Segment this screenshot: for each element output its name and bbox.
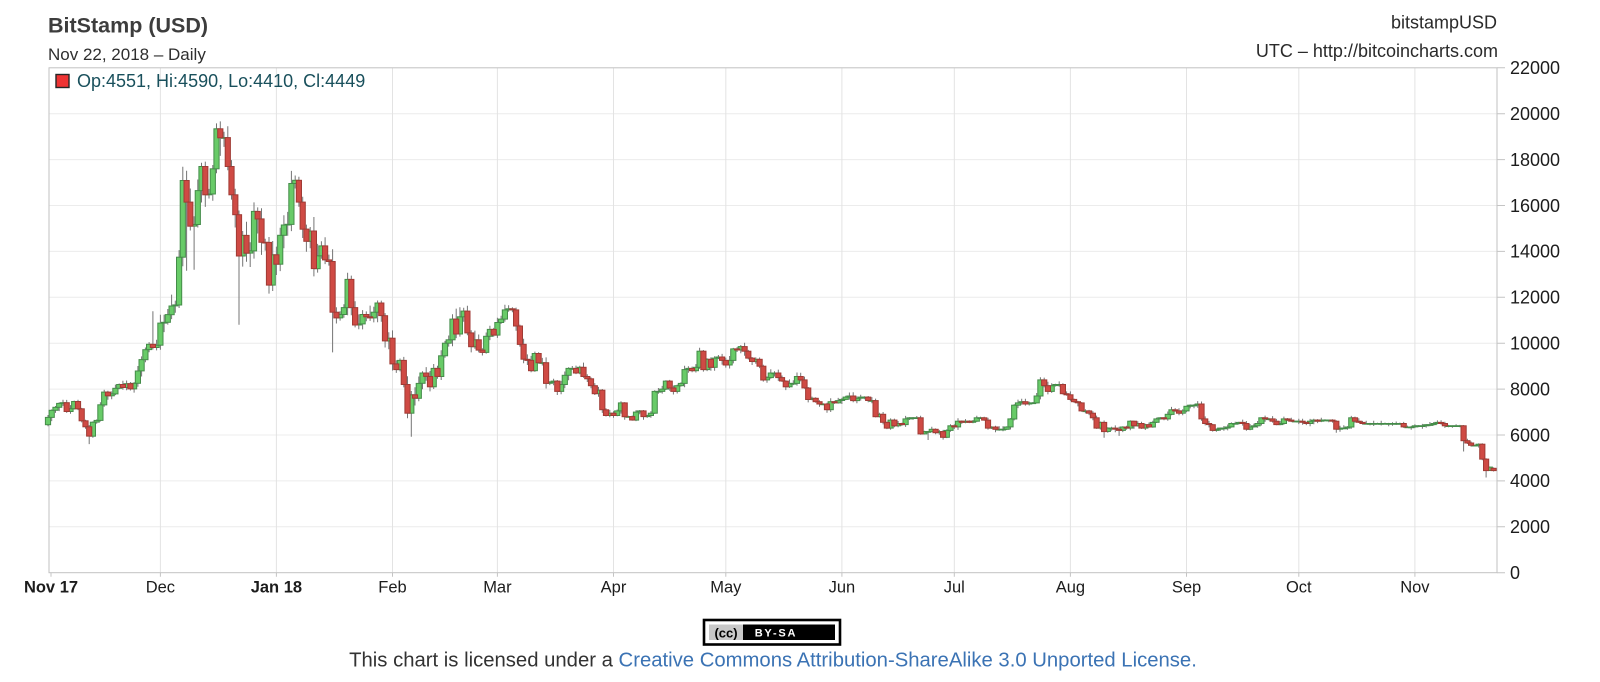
svg-text:6000: 6000 (1510, 425, 1550, 445)
svg-text:8000: 8000 (1510, 379, 1550, 399)
svg-text:BY-SA: BY-SA (755, 628, 798, 640)
svg-text:Nov 22, 2018 – Daily: Nov 22, 2018 – Daily (48, 45, 206, 64)
svg-text:This chart is licensed under a: This chart is licensed under a Creative … (349, 650, 1197, 672)
svg-text:Dec: Dec (146, 579, 175, 597)
svg-text:May: May (710, 579, 742, 597)
svg-text:Oct: Oct (1286, 579, 1312, 597)
svg-text:Mar: Mar (483, 579, 512, 597)
svg-text:16000: 16000 (1510, 196, 1560, 216)
svg-text:UTC – http://bitcoincharts.com: UTC – http://bitcoincharts.com (1256, 41, 1498, 61)
svg-text:22000: 22000 (1510, 58, 1560, 78)
svg-text:Nov: Nov (1400, 579, 1430, 597)
svg-text:14000: 14000 (1510, 242, 1560, 262)
svg-text:12000: 12000 (1510, 288, 1560, 308)
svg-text:2000: 2000 (1510, 517, 1550, 537)
svg-text:(cc): (cc) (714, 626, 737, 641)
svg-text:Nov 17: Nov 17 (24, 579, 78, 597)
svg-text:Feb: Feb (378, 579, 406, 597)
svg-text:0: 0 (1510, 563, 1520, 583)
svg-text:Sep: Sep (1172, 579, 1201, 597)
svg-text:Jul: Jul (944, 579, 965, 597)
svg-text:Jun: Jun (829, 579, 856, 597)
svg-text:20000: 20000 (1510, 104, 1560, 124)
svg-text:Jan 18: Jan 18 (251, 579, 302, 597)
svg-text:bitstampUSD: bitstampUSD (1391, 13, 1497, 33)
svg-text:Aug: Aug (1056, 579, 1085, 597)
svg-text:10000: 10000 (1510, 334, 1560, 354)
svg-text:18000: 18000 (1510, 150, 1560, 170)
svg-text:4000: 4000 (1510, 471, 1550, 491)
svg-text:Apr: Apr (601, 579, 627, 597)
svg-text:BitStamp (USD): BitStamp (USD) (48, 14, 208, 38)
svg-text:Op:4551, Hi:4590, Lo:4410, Cl:: Op:4551, Hi:4590, Lo:4410, Cl:4449 (77, 71, 365, 91)
